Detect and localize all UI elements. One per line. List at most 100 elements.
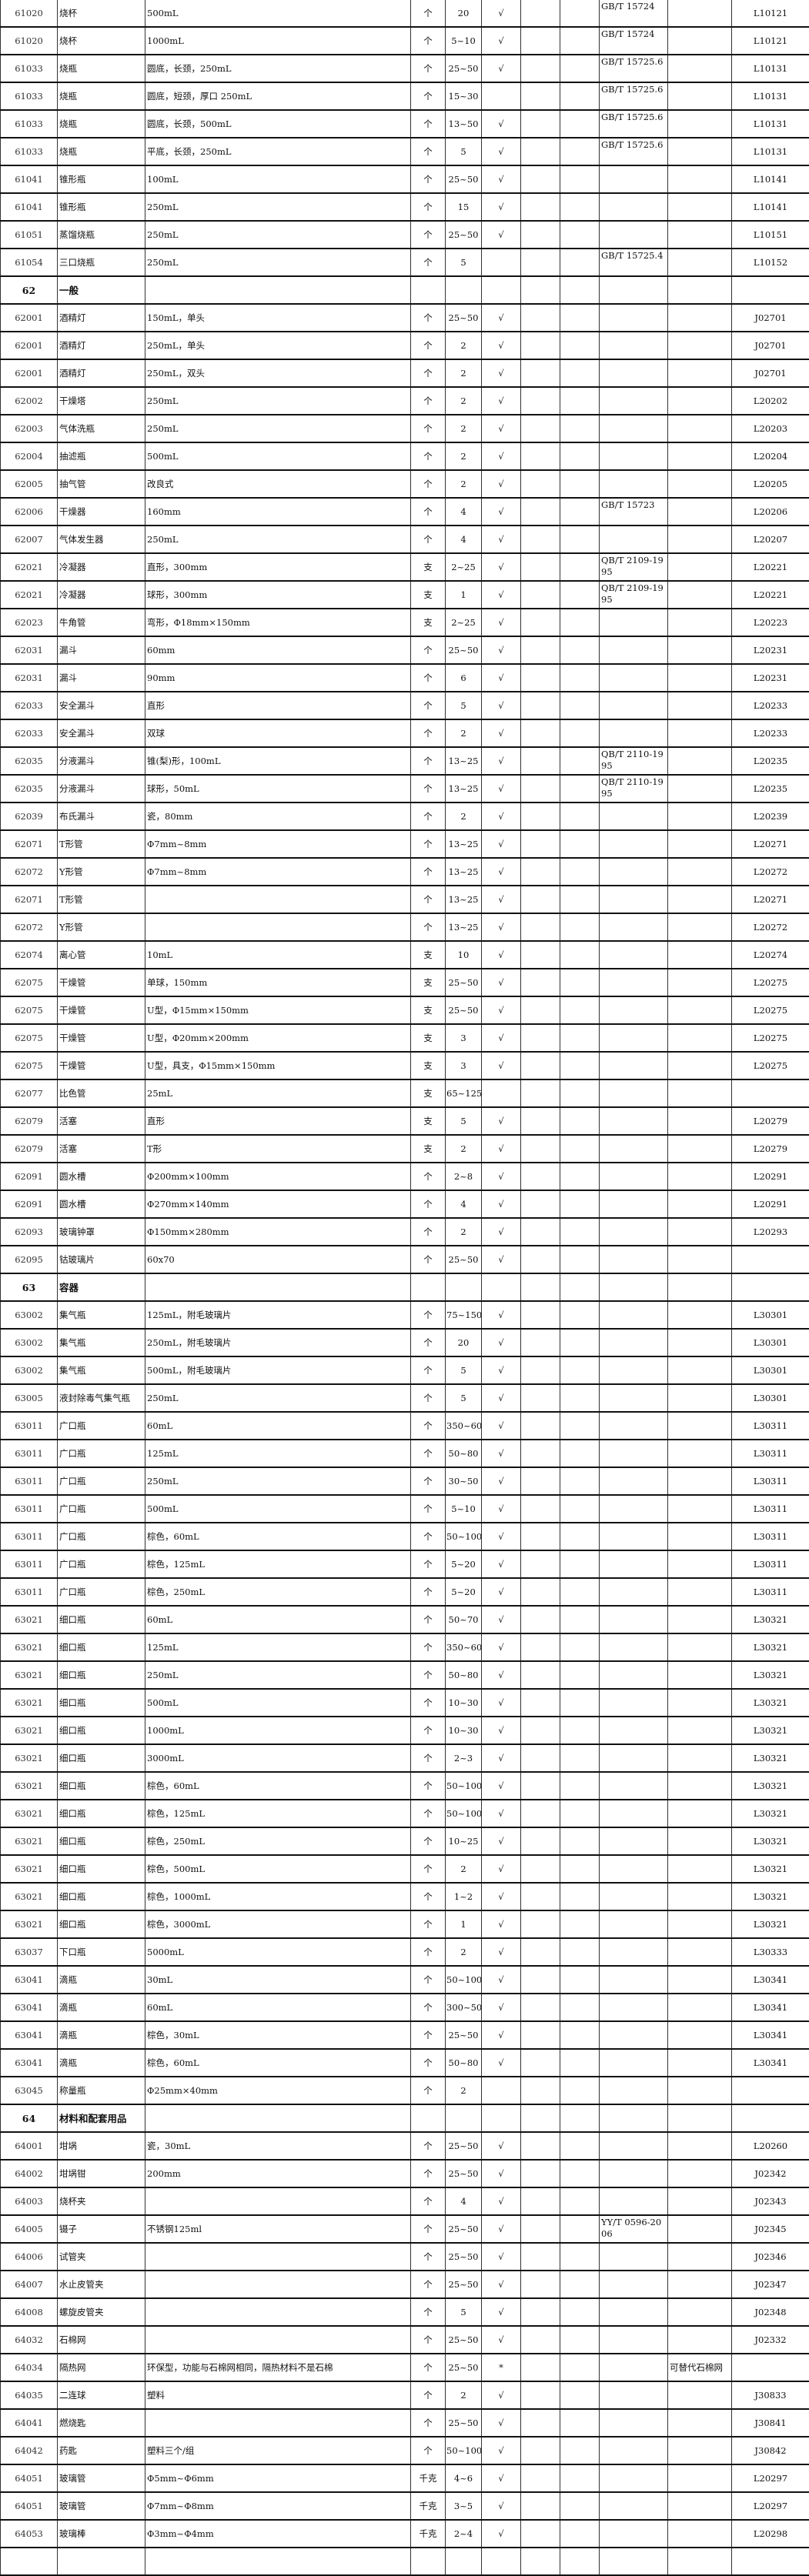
item-code: 64051: [1, 2492, 58, 2520]
item-unit: 个: [411, 1800, 446, 1827]
item-quantity: 65~125: [446, 1079, 482, 1107]
item-code: 62072: [1, 913, 58, 941]
item-unit: 个: [411, 2381, 446, 2409]
item-ref-code: J02345: [732, 2215, 809, 2243]
item-quantity: 25~50: [446, 55, 482, 82]
item-col-8: [560, 1246, 600, 1273]
item-quantity: 50~70: [446, 1606, 482, 1633]
item-spec: 500mL: [145, 442, 411, 470]
item-name: 细口瓶: [58, 1606, 145, 1633]
table-row: [1, 2548, 809, 2575]
item-code: 64034: [1, 2354, 58, 2381]
item-code: 62072: [1, 858, 58, 886]
item-note: [668, 332, 732, 359]
item-name: 细口瓶: [58, 1800, 145, 1827]
item-col-7: [521, 830, 560, 858]
item-name: 玻璃棒: [58, 2520, 145, 2548]
item-spec: 250mL，附毛玻璃片: [145, 1329, 411, 1356]
item-code: 62033: [1, 719, 58, 747]
item-standard: [600, 1800, 668, 1827]
item-code: 61033: [1, 110, 58, 138]
item-col-7: [521, 442, 560, 470]
item-name: 分液漏斗: [58, 775, 145, 802]
item-ref-code: L30321: [732, 1772, 809, 1800]
item-spec: 60mL: [145, 1606, 411, 1633]
item-standard: [600, 1356, 668, 1384]
item-code: 63021: [1, 1883, 58, 1910]
item-note: [668, 1246, 732, 1273]
item-spec: Φ3mm~Φ4mm: [145, 2520, 411, 2548]
item-spec: 500mL: [145, 1495, 411, 1523]
item-name: 集气瓶: [58, 1356, 145, 1384]
item-unit: 个: [411, 2021, 446, 2049]
item-name: 药匙: [58, 2437, 145, 2464]
item-note: [668, 276, 732, 304]
item-required-mark: √: [482, 913, 521, 941]
item-note: [668, 1163, 732, 1190]
item-col-8: [560, 55, 600, 82]
item-quantity: 25~50: [446, 969, 482, 996]
item-standard: [600, 1079, 668, 1107]
item-name: Y形管: [58, 913, 145, 941]
item-standard: [600, 1135, 668, 1163]
item-spec: 500mL: [145, 0, 411, 27]
item-quantity: 3: [446, 1024, 482, 1052]
item-quantity: 300~500: [446, 1994, 482, 2021]
item-col-8: [560, 1578, 600, 1606]
item-spec: U型，Φ20mm×200mm: [145, 1024, 411, 1052]
item-note: [668, 1689, 732, 1717]
item-note: [668, 581, 732, 609]
item-standard: GB/T 15724: [600, 0, 668, 27]
item-required-mark: [482, 276, 521, 304]
item-name: 冷凝器: [58, 581, 145, 609]
item-col-8: [560, 1606, 600, 1633]
item-note: [668, 1523, 732, 1550]
item-required-mark: √: [482, 1412, 521, 1440]
item-ref-code: [732, 2077, 809, 2104]
item-unit: 个: [411, 165, 446, 193]
item-required-mark: √: [482, 1467, 521, 1495]
item-code: 62039: [1, 802, 58, 830]
item-note: [668, 2104, 732, 2132]
item-note: [668, 0, 732, 27]
item-code: 64005: [1, 2215, 58, 2243]
item-col-8: [560, 110, 600, 138]
item-name: 细口瓶: [58, 1633, 145, 1661]
item-standard: [600, 2520, 668, 2548]
item-quantity: 13~50: [446, 110, 482, 138]
item-col-7: [521, 941, 560, 969]
item-col-7: [521, 664, 560, 692]
item-required-mark: √: [482, 2187, 521, 2215]
item-quantity: 50~100: [446, 1772, 482, 1800]
item-col-8: [560, 1356, 600, 1384]
item-spec: 10mL: [145, 941, 411, 969]
item-note: [668, 2160, 732, 2187]
item-col-8: [560, 415, 600, 442]
item-code: 61051: [1, 221, 58, 249]
item-required-mark: √: [482, 719, 521, 747]
item-name: 细口瓶: [58, 1827, 145, 1855]
item-quantity: 30~50: [446, 1467, 482, 1495]
item-unit: 个: [411, 1412, 446, 1440]
item-note: [668, 1412, 732, 1440]
item-quantity: 5: [446, 138, 482, 165]
item-standard: GB/T 15725.4: [600, 249, 668, 276]
item-spec: 棕色，30mL: [145, 2021, 411, 2049]
item-quantity: 25~50: [446, 2132, 482, 2160]
item-note: [668, 1329, 732, 1356]
item-required-mark: √: [482, 1689, 521, 1717]
item-required-mark: √: [482, 2492, 521, 2520]
item-required-mark: √: [482, 858, 521, 886]
item-spec: 125mL，附毛玻璃片: [145, 1301, 411, 1329]
item-note: [668, 110, 732, 138]
item-ref-code: L30321: [732, 1689, 809, 1717]
item-quantity: 20: [446, 1329, 482, 1356]
item-standard: [600, 165, 668, 193]
item-code: 61020: [1, 27, 58, 55]
item-unit: 个: [411, 802, 446, 830]
